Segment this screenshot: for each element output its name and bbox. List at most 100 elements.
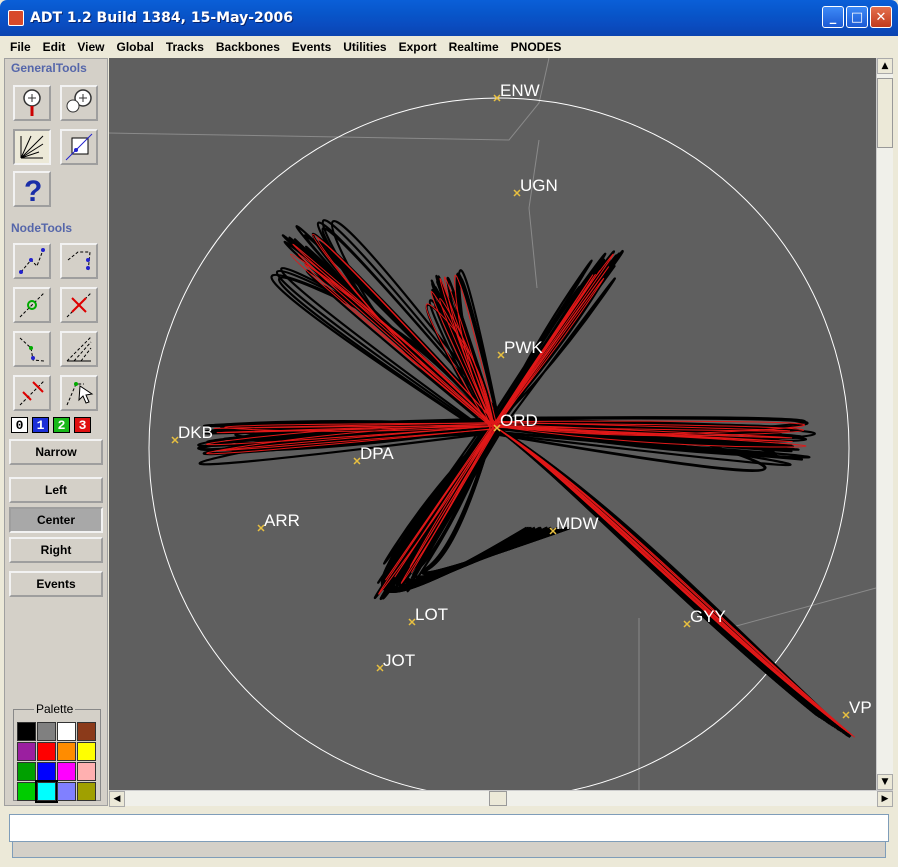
- backbone-line: [292, 243, 495, 427]
- map-canvas[interactable]: ENW UGN PWK ORD DKB DPA ARR MDW LOT JOT GYY VP: [109, 58, 876, 790]
- palette-swatch[interactable]: [35, 780, 58, 803]
- backbone-line: [401, 425, 496, 584]
- palette-swatch[interactable]: [57, 742, 76, 761]
- airport-marker-icon: [257, 524, 265, 532]
- palette-swatch[interactable]: [77, 782, 96, 801]
- track-line: [485, 423, 767, 472]
- svg-text:?: ?: [24, 175, 42, 204]
- right-button[interactable]: Right: [9, 537, 103, 563]
- backbone-line: [430, 291, 495, 427]
- node-tools-label: NodeTools: [11, 221, 73, 235]
- magnifier-icon: [23, 89, 41, 116]
- split-segment-button[interactable]: [13, 331, 51, 367]
- add-node-button[interactable]: [13, 243, 51, 279]
- flight-tracks: [197, 219, 852, 739]
- scroll-up-icon[interactable]: ▲: [877, 58, 893, 74]
- maximize-button[interactable]: □: [846, 6, 868, 28]
- level-2[interactable]: 2: [53, 417, 70, 433]
- airport-label: UGN: [520, 176, 558, 195]
- zoom-plus-icon: [66, 89, 92, 113]
- boundary-line: [109, 58, 550, 141]
- airport-marker-icon: [171, 436, 179, 444]
- menu-view[interactable]: View: [77, 40, 105, 54]
- palette-swatch[interactable]: [77, 762, 96, 781]
- airport-marker-icon: [493, 94, 501, 102]
- menu-tracks[interactable]: Tracks: [165, 40, 204, 54]
- backbone-line: [218, 425, 496, 452]
- menu-export[interactable]: Export: [398, 40, 437, 54]
- scroll-down-icon[interactable]: ▼: [877, 774, 893, 790]
- cut-segment-button[interactable]: [13, 375, 51, 411]
- events-button[interactable]: Events: [9, 571, 103, 597]
- airport-label: DPA: [360, 444, 394, 463]
- menu-realtime[interactable]: Realtime: [448, 40, 499, 54]
- pointer-node-button[interactable]: [60, 375, 98, 411]
- palette-swatch[interactable]: [57, 722, 76, 741]
- zoom-area-button[interactable]: [60, 85, 98, 121]
- palette-swatch[interactable]: [37, 742, 56, 761]
- question-icon: ?: [24, 175, 42, 204]
- airport-marker-icon: [683, 620, 691, 628]
- minimize-button[interactable]: _: [822, 6, 844, 28]
- palette-swatch[interactable]: [37, 762, 56, 781]
- box-select-icon: [65, 133, 93, 161]
- level-selector: 0 1 2 3: [11, 417, 91, 433]
- horizontal-scrollbar[interactable]: ◀ ▶: [109, 790, 893, 807]
- center-button[interactable]: Center: [9, 507, 103, 533]
- backbone-line: [493, 266, 610, 427]
- menu-bar: File Edit View Global Tracks Backbones E…: [4, 36, 894, 58]
- menu-pnodes[interactable]: PNODES: [510, 40, 562, 54]
- palette-swatch[interactable]: [57, 782, 76, 801]
- range-ring: [148, 97, 850, 790]
- menu-edit[interactable]: Edit: [42, 40, 66, 54]
- narrow-button[interactable]: Narrow: [9, 439, 103, 465]
- track-line: [493, 277, 616, 432]
- menu-global[interactable]: Global: [116, 40, 154, 54]
- zoom-in-button[interactable]: [13, 85, 51, 121]
- scroll-right-icon[interactable]: ▶: [877, 791, 893, 807]
- palette-swatch[interactable]: [17, 782, 36, 801]
- track-display[interactable]: ENW UGN PWK ORD DKB DPA ARR MDW LOT JOT GYY VP: [109, 58, 876, 790]
- move-node-button[interactable]: [60, 243, 98, 279]
- menu-utilities[interactable]: Utilities: [343, 40, 387, 54]
- airport-marker-icon: [376, 664, 384, 672]
- track-line: [493, 424, 811, 459]
- backbone-line: [493, 277, 605, 429]
- delete-node-button[interactable]: [60, 287, 98, 323]
- airport-markers: ENW UGN PWK ORD DKB DPA ARR MDW LOT JOT GYY VP: [171, 81, 872, 719]
- insert-node-button[interactable]: [13, 287, 51, 323]
- level-1[interactable]: 1: [32, 417, 49, 433]
- menu-file[interactable]: File: [10, 40, 31, 54]
- menu-backbones[interactable]: Backbones: [215, 40, 280, 54]
- track-line: [493, 422, 816, 444]
- menu-events[interactable]: Events: [291, 40, 332, 54]
- palette-swatch[interactable]: [77, 742, 96, 761]
- backbone-line: [492, 421, 790, 432]
- airport-marker-icon: [493, 424, 501, 432]
- horizontal-scroll-thumb[interactable]: [489, 791, 507, 806]
- level-0[interactable]: 0: [11, 417, 28, 433]
- level-3[interactable]: 3: [74, 417, 91, 433]
- select-box-button[interactable]: [60, 129, 98, 165]
- backbone-line: [216, 423, 495, 434]
- tool-panel: GeneralTools ? NodeTools 0 1 2 3: [4, 58, 108, 806]
- palette-swatch[interactable]: [17, 742, 36, 761]
- fan-nodes-button[interactable]: [60, 331, 98, 367]
- backbone-line: [378, 425, 495, 595]
- node-split-icon: [19, 337, 45, 362]
- vertical-scrollbar[interactable]: ▲ ▼: [876, 58, 893, 790]
- airport-marker-icon: [842, 711, 850, 719]
- palette-swatch[interactable]: [17, 762, 36, 781]
- vertical-scroll-thumb[interactable]: [877, 78, 893, 148]
- left-button[interactable]: Left: [9, 477, 103, 503]
- select-tracks-button[interactable]: [13, 129, 51, 165]
- palette-swatch[interactable]: [17, 722, 36, 741]
- palette-swatch[interactable]: [77, 722, 96, 741]
- airport-marker-icon: [497, 351, 505, 359]
- help-button[interactable]: ?: [13, 171, 51, 207]
- scroll-left-icon[interactable]: ◀: [109, 791, 125, 807]
- close-button[interactable]: ✕: [870, 6, 892, 28]
- palette-swatch[interactable]: [57, 762, 76, 781]
- title-bar: ADT 1.2 Build 1384, 15-May-2006 _ □ ✕: [0, 0, 898, 36]
- palette-swatch[interactable]: [37, 722, 56, 741]
